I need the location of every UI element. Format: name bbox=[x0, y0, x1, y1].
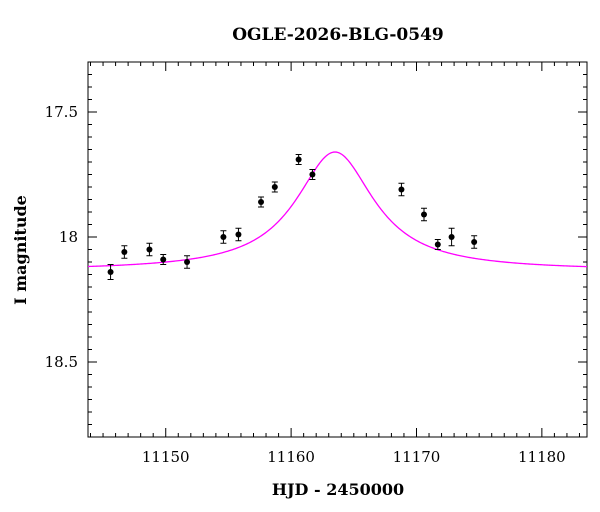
data-point-marker bbox=[160, 256, 167, 263]
data-point-marker bbox=[421, 211, 428, 218]
data-points bbox=[107, 154, 478, 280]
data-point-marker bbox=[309, 171, 316, 178]
data-point-marker bbox=[398, 186, 405, 193]
model-curve bbox=[87, 151, 588, 268]
data-point bbox=[235, 227, 242, 242]
data-point-marker bbox=[121, 249, 128, 255]
x-tick-label: 11170 bbox=[393, 448, 441, 466]
data-point-marker bbox=[448, 234, 455, 240]
x-axis-tick-labels: 11150 11160 11170 11180 bbox=[142, 448, 566, 466]
y-tick-label: 17.5 bbox=[45, 103, 78, 121]
data-point bbox=[309, 169, 316, 180]
plot-frame-border bbox=[87, 61, 588, 438]
y-tick-label: 18 bbox=[59, 228, 78, 246]
data-point-marker bbox=[258, 199, 265, 205]
x-axis-ticks bbox=[90, 62, 580, 437]
x-tick-label: 11180 bbox=[518, 448, 566, 466]
x-axis-label: HJD - 2450000 bbox=[272, 480, 404, 499]
y-axis-label: I magnitude bbox=[11, 195, 30, 305]
plot-frame bbox=[87, 61, 588, 438]
x-tick-label: 11150 bbox=[142, 448, 190, 466]
data-point bbox=[448, 227, 455, 247]
data-point bbox=[434, 239, 441, 250]
chart-title: OGLE-2026-BLG-0549 bbox=[232, 25, 444, 45]
data-point-marker bbox=[471, 239, 478, 245]
data-point bbox=[471, 235, 478, 249]
data-point bbox=[184, 255, 191, 269]
data-point bbox=[121, 245, 128, 259]
data-point-marker bbox=[434, 241, 441, 248]
data-point-marker bbox=[220, 234, 227, 240]
data-point bbox=[398, 182, 405, 197]
data-point-marker bbox=[235, 231, 242, 238]
model-curve-line bbox=[87, 151, 588, 268]
data-point bbox=[421, 207, 428, 222]
data-point bbox=[271, 181, 278, 193]
x-tick-label: 11160 bbox=[267, 448, 315, 466]
data-point bbox=[258, 196, 265, 208]
data-point-marker bbox=[107, 269, 114, 275]
data-point-marker bbox=[271, 184, 278, 190]
data-point bbox=[220, 230, 227, 244]
data-point-marker bbox=[295, 156, 302, 163]
y-axis-tick-labels: 17.5 18 18.5 bbox=[45, 103, 78, 371]
y-tick-label: 18.5 bbox=[45, 353, 78, 371]
data-point-marker bbox=[146, 246, 153, 253]
data-point bbox=[295, 154, 302, 165]
data-point bbox=[107, 264, 114, 280]
y-axis-ticks bbox=[88, 61, 587, 438]
data-point bbox=[146, 242, 153, 257]
data-point-marker bbox=[184, 259, 191, 265]
data-point bbox=[160, 254, 167, 265]
